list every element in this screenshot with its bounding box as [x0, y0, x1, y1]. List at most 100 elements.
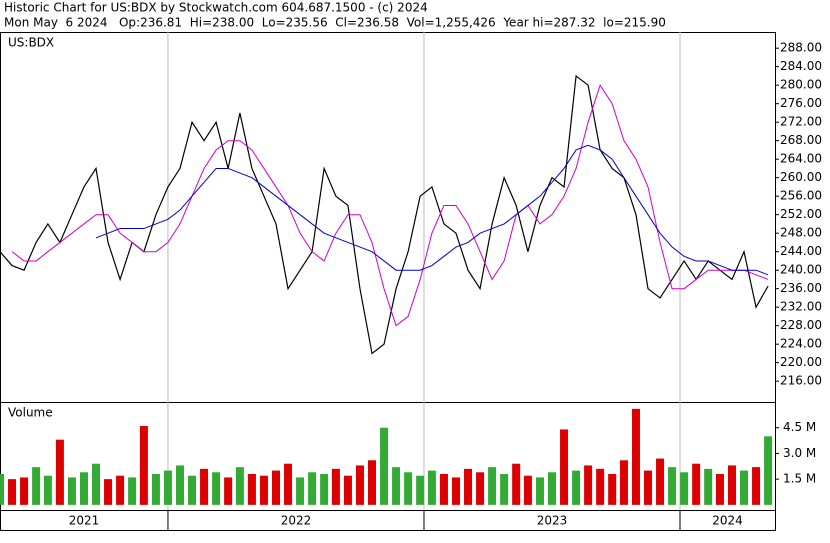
volume-bar — [644, 470, 653, 505]
volume-bar — [464, 468, 473, 505]
volume-bar — [247, 474, 256, 505]
y-tick-label: 244.00 — [780, 244, 822, 258]
symbol-label: US:BDX — [8, 36, 54, 50]
volume-bar — [608, 474, 617, 505]
y-tick-label: 276.00 — [780, 96, 822, 110]
y-tick-label: 260.00 — [780, 170, 822, 184]
volume-bar — [296, 477, 305, 505]
volume-bar — [596, 468, 605, 505]
volume-bar — [139, 426, 148, 505]
volume-bar — [343, 475, 352, 505]
volume-bar — [427, 470, 436, 505]
volume-bar — [331, 468, 340, 505]
volume-bar — [188, 475, 197, 505]
volume-bar — [500, 474, 509, 505]
price-line — [0, 74, 769, 355]
time-axis — [0, 510, 776, 531]
volume-bar — [320, 474, 329, 505]
volume-bar — [560, 429, 569, 505]
volume-bar — [235, 467, 244, 505]
volume-bar — [584, 465, 593, 505]
volume-bar — [523, 475, 532, 505]
volume-bar — [535, 477, 544, 505]
y-tick-label: 236.00 — [780, 281, 822, 295]
y-tick-label: 220.00 — [780, 355, 822, 369]
volume-bar — [355, 465, 364, 505]
volume-bar — [680, 472, 689, 505]
volume-bar — [200, 468, 209, 505]
y-tick-label: 228.00 — [780, 318, 822, 332]
volume-bar — [752, 467, 761, 505]
chart-subtitle: Mon May 6 2024 Op:236.81 Hi=238.00 Lo=23… — [4, 16, 666, 30]
volume-label: Volume — [8, 406, 53, 420]
volume-bar — [512, 463, 521, 505]
y-tick-label: 224.00 — [780, 337, 822, 351]
price-panel — [0, 32, 776, 403]
y-tick-label: 288.00 — [780, 41, 822, 55]
volume-bar — [43, 475, 52, 505]
volume-bar — [476, 472, 485, 505]
volume-bar — [668, 467, 677, 505]
volume-bar — [308, 472, 317, 505]
y-tick-label: 268.00 — [780, 133, 822, 147]
x-tick-label: 2021 — [69, 514, 100, 528]
volume-bar — [547, 472, 556, 505]
volume-bar — [631, 408, 640, 505]
volume-tick-label: 1.5 M — [783, 472, 816, 486]
y-tick-label: 284.00 — [780, 59, 822, 73]
volume-bar — [128, 477, 137, 505]
moving-average — [95, 144, 769, 276]
x-tick-label: 2024 — [712, 514, 743, 528]
volume-bar — [55, 439, 64, 505]
volume-bar — [392, 467, 401, 505]
volume-bar — [764, 436, 773, 505]
volume-bar — [224, 477, 233, 505]
y-tick-label: 280.00 — [780, 78, 822, 92]
y-tick-label: 272.00 — [780, 115, 822, 129]
y-tick-label: 232.00 — [780, 300, 822, 314]
y-tick-label: 264.00 — [780, 152, 822, 166]
volume-bar — [692, 463, 701, 505]
volume-bar — [715, 474, 724, 505]
y-tick-label: 256.00 — [780, 189, 822, 203]
volume-bar — [656, 458, 665, 505]
volume-bar — [163, 470, 172, 505]
volume-bar — [271, 470, 280, 505]
volume-bar — [67, 477, 76, 505]
volume-bar — [79, 472, 88, 505]
volume-bar — [572, 470, 581, 505]
volume-bar — [259, 475, 268, 505]
volume-bar — [20, 477, 29, 505]
volume-bar — [284, 463, 293, 505]
moving-average — [11, 84, 769, 327]
volume-bar — [32, 467, 41, 505]
volume-bar — [368, 460, 377, 505]
volume-bar — [212, 472, 221, 505]
volume-tick-label: 4.5 M — [783, 420, 816, 434]
volume-bar — [439, 474, 448, 505]
volume-bar — [619, 460, 628, 505]
volume-bar — [704, 468, 713, 505]
volume-bar — [104, 479, 113, 505]
volume-bar — [404, 472, 413, 505]
chart-title: Historic Chart for US:BDX by Stockwatch.… — [4, 1, 428, 15]
volume-bar — [416, 475, 425, 505]
y-tick-label: 216.00 — [780, 374, 822, 388]
volume-bar — [451, 477, 460, 505]
volume-bar — [92, 463, 101, 505]
volume-bar — [175, 465, 184, 505]
volume-bar — [488, 467, 497, 505]
x-tick-label: 2023 — [537, 514, 568, 528]
volume-tick-label: 3.0 M — [783, 446, 816, 460]
volume-bar — [151, 474, 160, 505]
x-tick-label: 2022 — [281, 514, 312, 528]
volume-bar — [116, 475, 125, 505]
volume-bar — [0, 474, 4, 505]
volume-bar — [740, 470, 749, 505]
volume-bar — [727, 465, 736, 505]
volume-bar — [380, 427, 389, 505]
y-tick-label: 248.00 — [780, 226, 822, 240]
y-tick-label: 252.00 — [780, 207, 822, 221]
volume-bar — [8, 479, 17, 505]
